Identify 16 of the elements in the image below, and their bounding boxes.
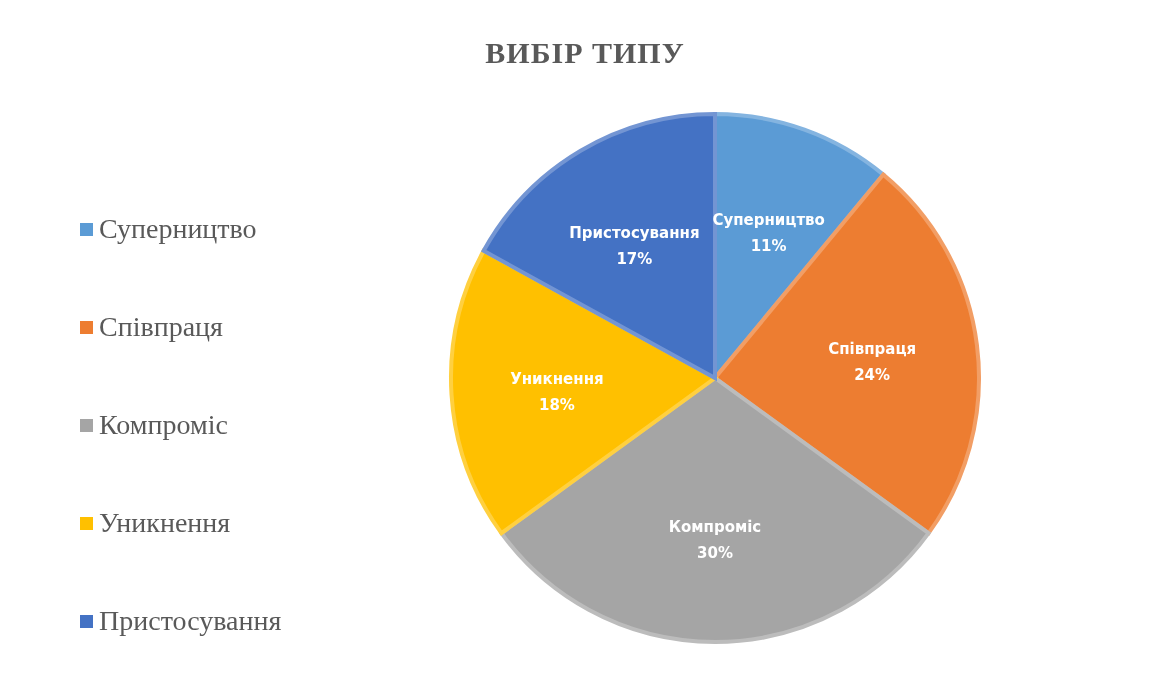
data-label: 17% <box>616 249 653 268</box>
data-label: 30% <box>697 544 733 563</box>
slice-label: Співпраця <box>828 340 917 359</box>
slice-label: Компроміс <box>668 518 762 537</box>
legend-label: Уникнення <box>99 507 231 539</box>
data-label: 11% <box>750 236 787 255</box>
slice-label: Пристосування <box>569 223 700 242</box>
legend-label: Суперництво <box>99 213 257 245</box>
legend-label: Співпраця <box>99 311 223 343</box>
slice-label: Уникнення <box>510 369 604 388</box>
chart-title: ВИБІР ТИПУ <box>484 36 686 70</box>
slice-label: Суперництво <box>712 210 825 229</box>
data-label: 24% <box>854 366 891 385</box>
legend-label: Компроміс <box>99 409 228 441</box>
legend-label: Пристосування <box>99 605 282 637</box>
data-label: 18% <box>538 395 575 414</box>
